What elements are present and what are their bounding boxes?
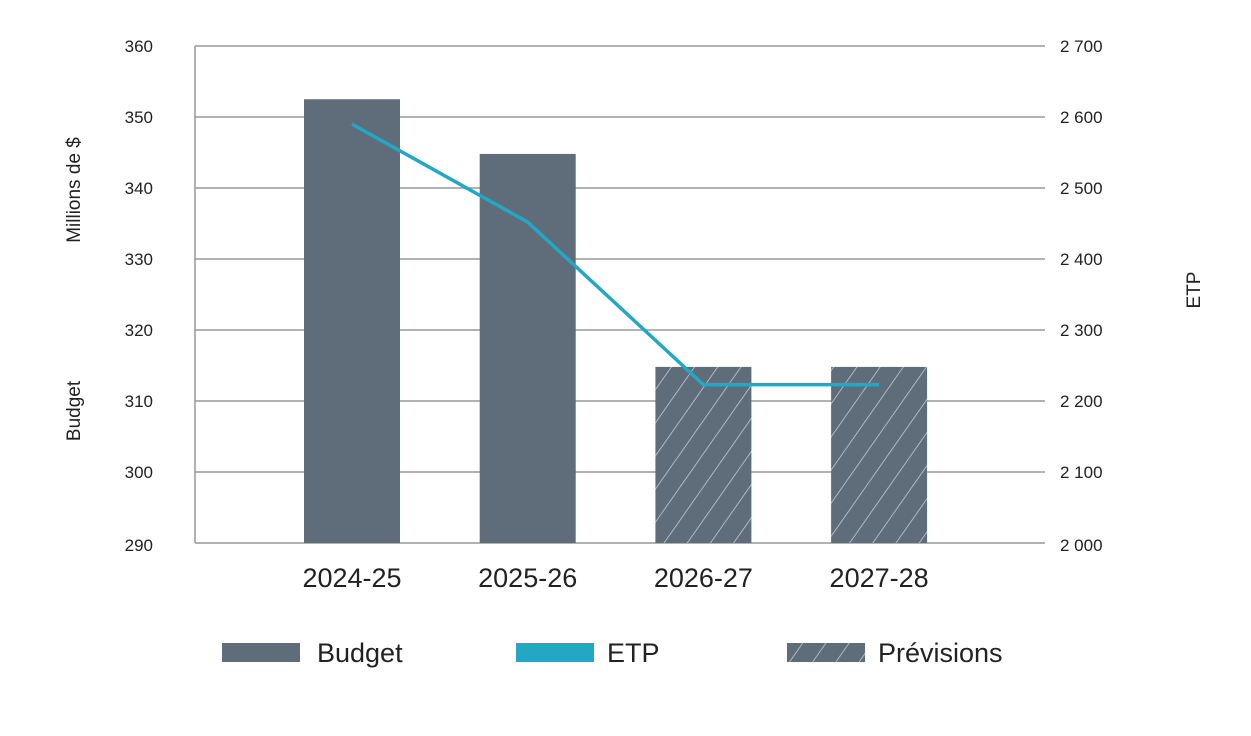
right-tick-label: 2 500 bbox=[1060, 179, 1103, 198]
right-tick-label: 2 200 bbox=[1060, 392, 1103, 411]
x-axis-ticks: 2024-25 2025-26 2026-27 2027-28 bbox=[302, 563, 928, 593]
legend-swatch-forecast bbox=[787, 643, 865, 662]
right-tick-label: 2 100 bbox=[1060, 463, 1103, 482]
legend: Budget ETP Prévisions bbox=[222, 638, 1003, 668]
budget-bar bbox=[655, 366, 752, 543]
right-tick-label: 2 600 bbox=[1060, 108, 1103, 127]
x-tick-label: 2024-25 bbox=[302, 563, 401, 593]
left-axis-label-top: Millions de $ bbox=[64, 137, 85, 243]
legend-label-etp: ETP bbox=[607, 638, 660, 668]
left-tick-label: 350 bbox=[125, 108, 153, 127]
bars bbox=[304, 99, 928, 544]
left-tick-label: 310 bbox=[125, 392, 153, 411]
budget-bar bbox=[304, 99, 400, 543]
legend-label-forecast: Prévisions bbox=[878, 638, 1003, 668]
etp-line-group bbox=[351, 122, 880, 387]
left-tick-label: 320 bbox=[125, 321, 153, 340]
left-axis-label-bottom: Budget bbox=[64, 380, 85, 441]
right-axis-ticks: 2 000 2 100 2 200 2 300 2 400 2 500 2 600 2 700 bbox=[1060, 37, 1103, 555]
x-tick-label: 2027-28 bbox=[830, 563, 929, 593]
left-tick-label: 330 bbox=[125, 250, 153, 269]
left-tick-label: 360 bbox=[125, 37, 153, 56]
x-tick-label: 2026-27 bbox=[654, 563, 753, 593]
right-tick-label: 2 400 bbox=[1060, 250, 1103, 269]
etp-line bbox=[351, 122, 880, 387]
right-tick-label: 2 300 bbox=[1060, 321, 1103, 340]
legend-label-budget: Budget bbox=[317, 638, 403, 668]
budget-bar bbox=[831, 366, 928, 543]
left-tick-label: 290 bbox=[125, 536, 153, 555]
right-axis-label: ETP bbox=[1184, 272, 1205, 309]
left-tick-label: 340 bbox=[125, 179, 153, 198]
right-tick-label: 2 700 bbox=[1060, 37, 1103, 56]
left-axis-ticks: 290 300 310 320 330 340 350 360 bbox=[125, 37, 153, 555]
budget-bar bbox=[479, 153, 576, 544]
left-tick-label: 300 bbox=[125, 463, 153, 482]
legend-swatch-etp bbox=[516, 643, 594, 662]
legend-swatch-budget bbox=[222, 643, 300, 662]
right-tick-label: 2 000 bbox=[1060, 536, 1103, 555]
x-tick-label: 2025-26 bbox=[478, 563, 577, 593]
